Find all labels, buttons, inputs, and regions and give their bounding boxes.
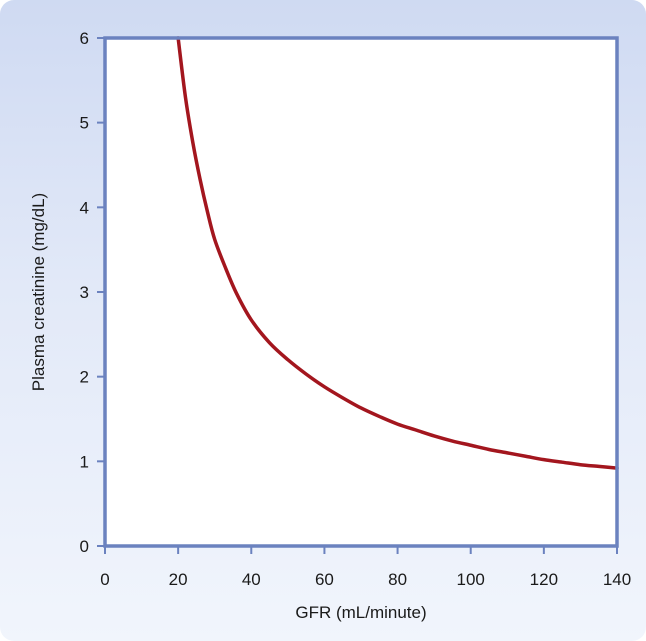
y-tick-label: 4 — [80, 198, 89, 217]
creatinine-curve — [176, 36, 619, 470]
x-axis-ticks: 0 20 40 60 80 100 120 140 — [100, 546, 631, 589]
y-axis-label: Plasma creatinine (mg/dL) — [29, 193, 48, 391]
x-tick-label: 80 — [388, 570, 407, 589]
x-tick-label: 40 — [242, 570, 261, 589]
y-tick-label: 3 — [80, 283, 89, 302]
x-tick-label: 0 — [100, 570, 109, 589]
x-tick-label: 120 — [530, 570, 558, 589]
plot-frame — [103, 36, 619, 548]
plot-area — [105, 38, 617, 546]
y-tick-label: 5 — [80, 114, 89, 133]
x-axis-label: GFR (mL/minute) — [295, 603, 426, 622]
x-tick-label: 20 — [169, 570, 188, 589]
x-tick-label: 100 — [457, 570, 485, 589]
y-tick-label: 1 — [80, 452, 89, 471]
y-tick-label: 6 — [80, 29, 89, 48]
y-tick-label: 2 — [80, 368, 89, 387]
x-tick-label: 140 — [603, 570, 631, 589]
y-tick-label: 0 — [80, 537, 89, 556]
y-axis-ticks: 0 1 2 3 4 5 6 — [80, 29, 105, 556]
x-tick-label: 60 — [315, 570, 334, 589]
